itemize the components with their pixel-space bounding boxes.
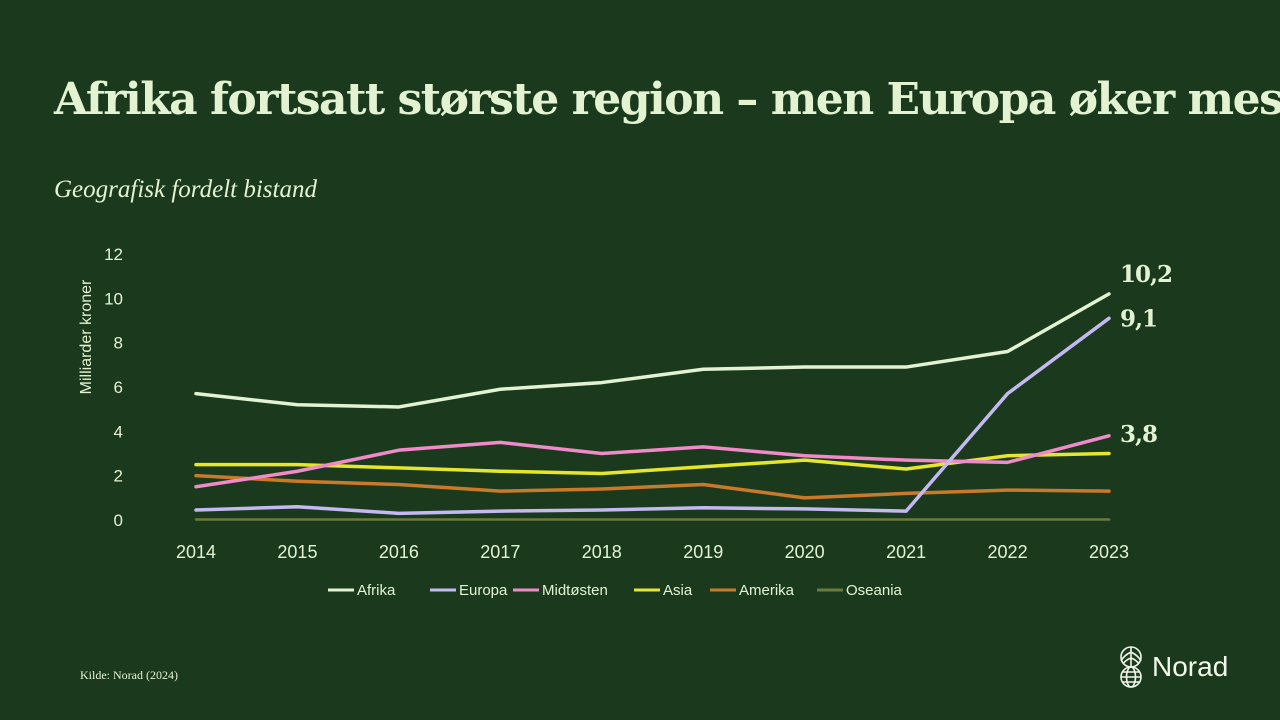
globe-leaf-icon [1120, 646, 1142, 688]
x-tick-label: 2022 [988, 542, 1028, 562]
series-line-midtøsten [194, 434, 1111, 489]
end-label-afrika: 10,2 [1120, 261, 1172, 288]
legend-label: Europa [459, 582, 508, 599]
y-axis-label: Milliarder kroner [78, 279, 95, 394]
x-tick-label: 2020 [785, 542, 825, 562]
x-tick-label: 2015 [277, 542, 317, 562]
y-tick-label: 0 [114, 511, 123, 530]
x-tick-label: 2017 [480, 542, 520, 562]
x-tick-label: 2023 [1089, 542, 1129, 562]
source-note: Kilde: Norad (2024) [80, 668, 178, 682]
x-tick-label: 2018 [582, 542, 622, 562]
y-tick-label: 10 [104, 289, 123, 308]
legend-label: Oseania [846, 582, 903, 599]
y-tick-label: 8 [114, 334, 123, 353]
end-label-midtøsten: 3,8 [1120, 421, 1157, 448]
legend-label: Asia [663, 582, 693, 599]
legend-label: Midtøsten [542, 582, 608, 599]
legend-label: Afrika [357, 582, 396, 599]
series-line-europa [194, 316, 1111, 516]
end-label-europa: 9,1 [1120, 305, 1157, 332]
series-line-amerika [194, 473, 1111, 500]
x-tick-label: 2014 [176, 542, 216, 562]
chart-subtitle: Geografisk fordelt bistand [54, 176, 317, 203]
y-tick-label: 4 [114, 422, 123, 441]
y-tick-label: 12 [104, 245, 123, 264]
legend-label: Amerika [739, 582, 795, 599]
x-tick-label: 2016 [379, 542, 419, 562]
y-tick-label: 6 [114, 378, 123, 397]
chart-title: Afrika fortsatt største region – men Eur… [54, 74, 1280, 125]
x-tick-label: 2021 [886, 542, 926, 562]
y-tick-label: 2 [114, 467, 123, 486]
logo-text: Norad [1152, 651, 1229, 682]
series-line-afrika [194, 292, 1111, 409]
norad-logo: Norad [1116, 646, 1228, 688]
x-tick-label: 2019 [683, 542, 723, 562]
